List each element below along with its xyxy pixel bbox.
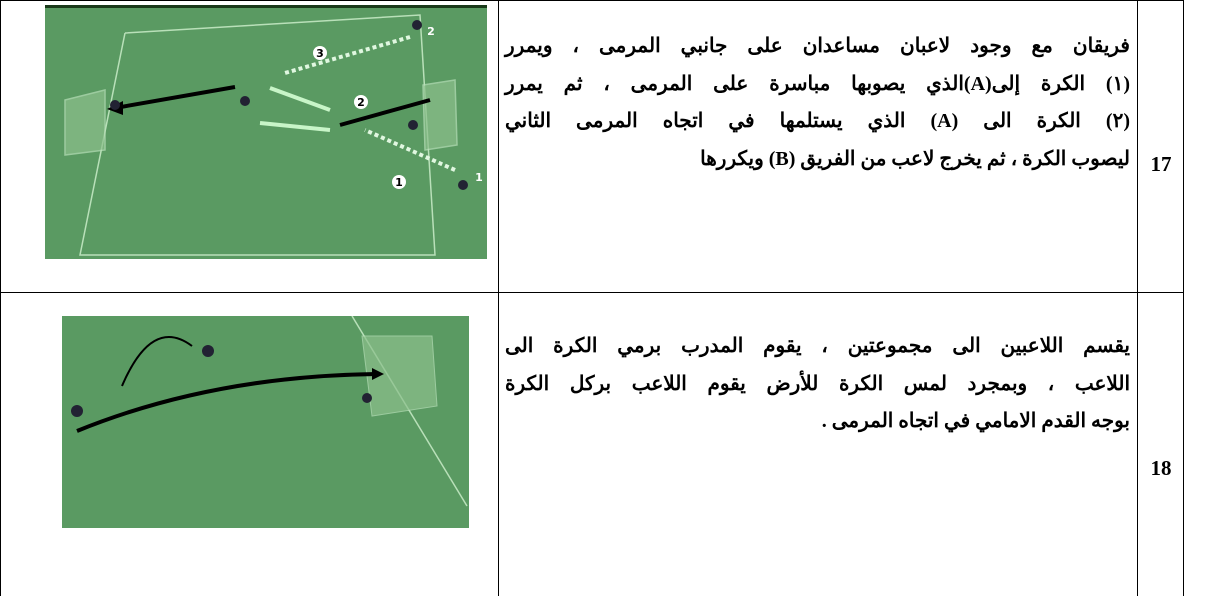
diagram-label: 1 [475,171,483,184]
table-border [1137,0,1138,596]
text-line: فريقان مع وجود لاعبان مساعدان على جانبي … [505,35,1130,57]
diagram-label: 3 [316,47,324,60]
diagram-label: 2 [357,96,365,109]
row-text: فريقان مع وجود لاعبان مساعدان على جانبي … [505,28,1130,179]
drill-diagram [62,316,469,528]
table-border [0,0,1,596]
table-border [1183,0,1184,596]
row-number: 17 [1150,152,1172,176]
row-text: يقسم اللاعبين الى مجموعتين ، يقوم المدرب… [505,328,1130,441]
text-line: (١) الكرة إلى(A)الذي يصوبها مباسرة على ا… [505,72,1130,95]
drill-diagram: 3 2 1 2 1 [45,5,487,259]
text-line: يقسم اللاعبين الى مجموعتين ، يقوم المدرب… [505,335,1130,357]
table-border [498,0,499,596]
text-line: اللاعب ، وبمجرد لمس الكرة للأرض يقوم الل… [505,372,1130,395]
table-border [0,0,1184,1]
row-number: 18 [1150,456,1172,480]
diagram-label: 1 [395,176,403,189]
text-line: (٢) الكرة الى (A) الذي يستلمها في اتجاه … [505,110,1130,133]
text-line: بوجه القدم الامامي في اتجاه المرمى . [821,410,1130,433]
text-line: ليصوب الكرة ، ثم يخرج لاعب من الفريق (B)… [700,148,1130,171]
table-border [0,292,1184,293]
diagram-label: 2 [427,25,435,38]
